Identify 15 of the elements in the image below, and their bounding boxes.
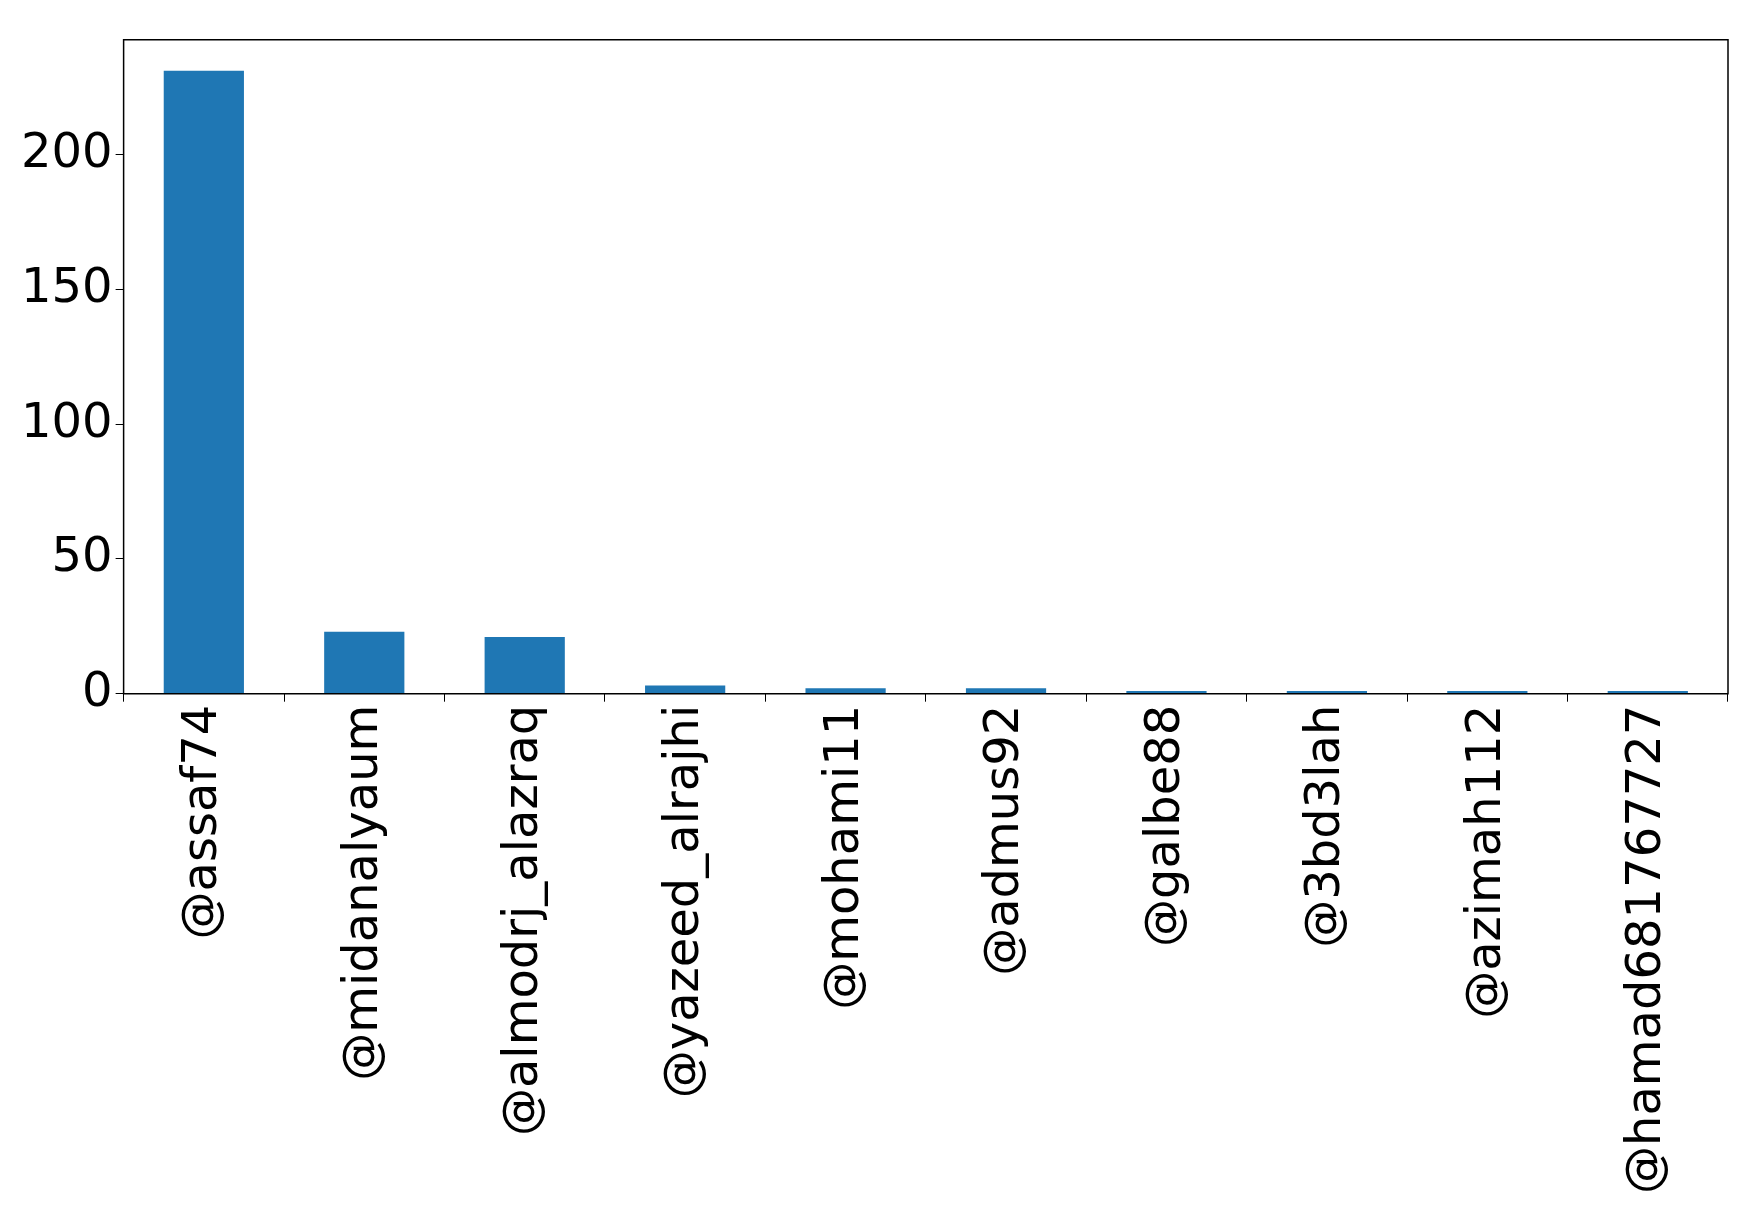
- x-tick-label: @galbe88: [1133, 704, 1190, 947]
- x-tick-label: @admus92: [973, 704, 1030, 976]
- y-tick-label: 150: [20, 256, 113, 313]
- y-tick-label: 50: [51, 526, 113, 583]
- x-tick-label: @azimah112: [1454, 704, 1511, 1019]
- x-tick-label: @assaf74: [171, 704, 228, 940]
- y-tick-label: 100: [20, 391, 113, 448]
- x-tick-label: @almodrj_alazraq: [492, 704, 549, 1137]
- x-tick-label: @yazeed_alrajhi: [652, 704, 709, 1099]
- y-tick-label: 0: [82, 661, 113, 718]
- x-tick-label: @hamad681767727: [1615, 704, 1672, 1194]
- x-tick-label: @3bd3lah: [1294, 704, 1351, 948]
- x-tick-label: @midanalyaum: [331, 704, 388, 1081]
- x-tick-label: @mohami11: [813, 704, 870, 1010]
- y-tick-label: 200: [20, 121, 113, 178]
